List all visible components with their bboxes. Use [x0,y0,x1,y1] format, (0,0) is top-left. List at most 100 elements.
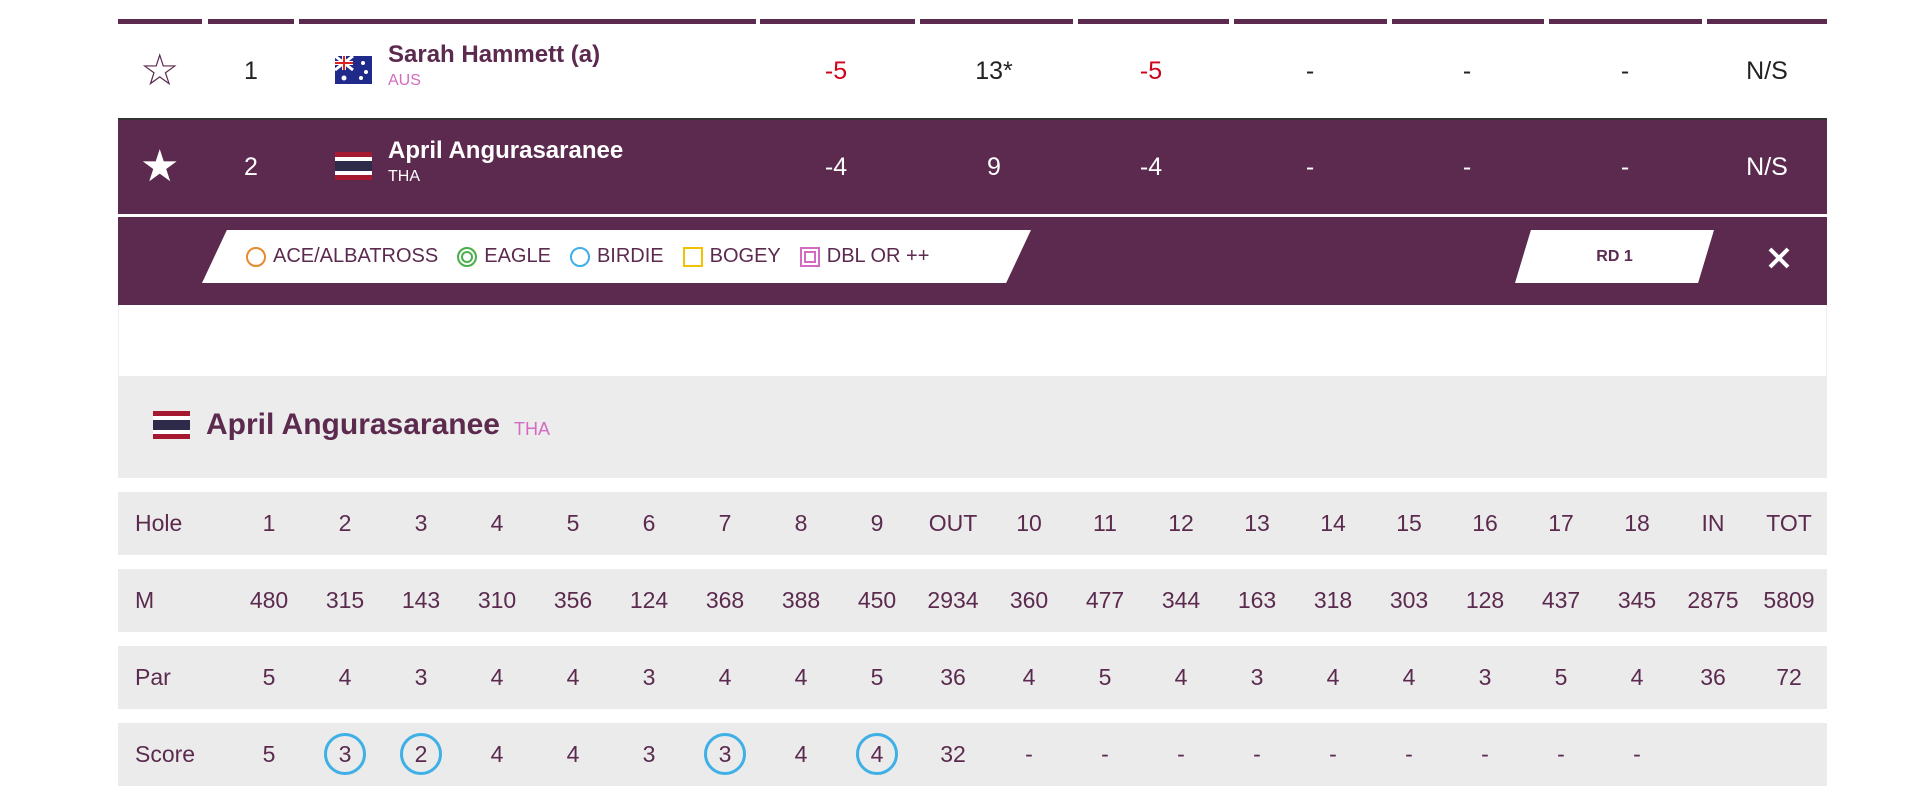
leaderboard-row[interactable]: ★ 2 April Angurasaranee THA -4 9 -4 - - - N/S [118,120,1827,216]
cell: 163 [1237,587,1277,613]
cell: 5 [1554,664,1568,690]
round-label[interactable]: RD 1 [1596,248,1633,265]
cell: 3 [642,741,656,767]
cell: 480 [249,587,289,613]
cell: 12 [1168,510,1194,536]
cell: TOT [1766,510,1812,536]
legend-label: BIRDIE [596,245,664,267]
cell: 5809 [1763,587,1815,613]
cell: 3 [642,664,656,690]
cell: 318 [1313,587,1353,613]
close-button[interactable] [1767,246,1791,270]
score: - [1462,57,1472,85]
cell: 7 [718,510,732,536]
column-bar [760,19,915,24]
cell: 18 [1624,510,1650,536]
cell: IN [1701,510,1725,536]
cell: 4 [1174,664,1188,690]
cell: 477 [1085,587,1125,613]
birdie-circle [856,733,898,775]
cell: 437 [1541,587,1581,613]
cell: 303 [1389,587,1429,613]
score: N/S [1746,153,1788,181]
cell: 5 [262,741,276,767]
birdie-circle [400,733,442,775]
score: - [1462,153,1472,181]
cell: 124 [629,587,669,613]
cell: 4 [566,664,580,690]
column-bar [1234,19,1387,24]
legend-icon [799,246,820,267]
legend-icon [569,246,590,267]
cell: 2934 [927,587,979,613]
cell: 13 [1244,510,1270,536]
cell: 11 [1093,510,1117,536]
row-label: Par [135,664,171,690]
cell: 315 [325,587,365,613]
legend-icon [457,246,478,267]
cell: - [1253,741,1261,767]
column-bar [1549,19,1702,24]
cell: - [1329,741,1337,767]
cell: 1 [262,510,276,536]
position: 1 [244,57,258,85]
cell: 3 [1250,664,1264,690]
scorecard-country: THA [514,419,550,439]
flag [335,152,372,180]
cell: 344 [1161,587,1201,613]
cell: - [1177,741,1185,767]
flag [334,54,372,84]
cell: 3 [718,741,732,767]
cell: 10 [1016,510,1042,536]
cell: 4 [490,664,504,690]
legend-label: ACE/ALBATROSS [273,245,439,267]
legend-item: BIRDIE [569,245,664,268]
score: - [1620,153,1630,181]
player-country: AUS [388,72,421,89]
row-label: Score [135,741,196,767]
cell: 4 [794,664,808,690]
score: -4 [1139,153,1163,181]
player-name[interactable]: Sarah Hammett (a) [388,41,601,68]
cell: - [1101,741,1109,767]
favorite-star[interactable]: ★ [140,142,180,191]
cell: 345 [1617,587,1657,613]
cell: 4 [1402,664,1416,690]
cell: 4 [338,664,352,690]
column-bar [208,19,294,24]
favorite-star[interactable]: ☆ [140,46,180,95]
position: 2 [244,153,258,181]
cell: 72 [1776,664,1802,690]
cell: - [1025,741,1033,767]
cell: 36 [940,664,966,690]
cell: 4 [870,741,884,767]
cell: 4 [718,664,732,690]
cell: 143 [401,587,441,613]
leaderboard-row[interactable]: ☆ 1 Sarah Hammett (a) AUS -5 13* -5 - - - N/S [118,24,1827,120]
player-name[interactable]: April Angurasaranee [388,137,624,164]
cell: 5 [566,510,580,536]
birdie-circle [704,733,746,775]
birdie-circle [324,733,366,775]
cell: 4 [490,510,504,536]
row-label: Hole [135,510,183,536]
cell: 4 [490,741,504,767]
column-bar [299,19,756,24]
cell: 360 [1009,587,1049,613]
cell: 4 [794,741,808,767]
legend-pill [202,230,1031,283]
cell: 5 [870,664,884,690]
score: - [1620,57,1630,85]
round-pill[interactable] [1515,230,1714,283]
cell: 2 [338,510,352,536]
score: - [1305,153,1315,181]
legend-label: DBL OR ++ [826,245,930,267]
column-bar [920,19,1073,24]
cell: 6 [642,510,656,536]
legend-item: EAGLE [457,245,551,268]
score: N/S [1746,57,1788,85]
cell: 16 [1472,510,1498,536]
scorecard-flag [153,411,190,439]
cell: - [1481,741,1489,767]
